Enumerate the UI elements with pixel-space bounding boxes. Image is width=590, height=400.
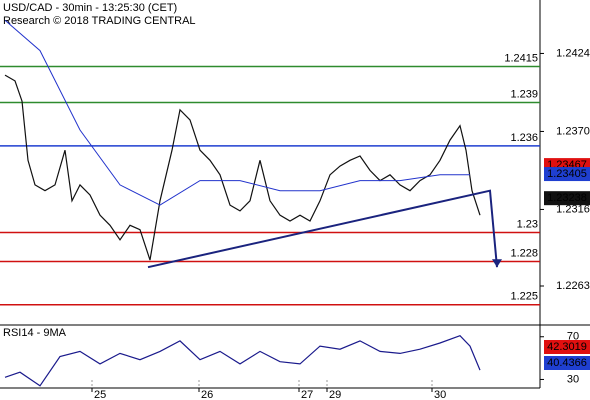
y-tick-label: 1.2424 bbox=[556, 47, 590, 59]
y-tick-label: 1.2370 bbox=[556, 125, 590, 137]
y-tick-label: 1.2263 bbox=[556, 280, 590, 292]
level-label: 1.236 bbox=[510, 132, 538, 144]
series-line bbox=[4, 19, 470, 206]
price-box-label: 42.3019 bbox=[547, 341, 587, 353]
level-label: 1.239 bbox=[510, 88, 538, 100]
price-box bbox=[544, 167, 590, 182]
trendline bbox=[147, 189, 498, 269]
y-tick-label: 1.2316 bbox=[556, 203, 590, 215]
x-tick-label: 29 bbox=[329, 389, 341, 400]
price-box-label: 1.23405 bbox=[547, 168, 587, 180]
x-tick-label: 26 bbox=[201, 389, 213, 400]
x-tick-label: 27 bbox=[301, 389, 313, 400]
chart-subtitle: Research © 2018 TRADING CENTRAL bbox=[3, 15, 196, 27]
level-label: 1.2415 bbox=[504, 52, 538, 64]
x-tick-label: 25 bbox=[94, 389, 106, 400]
price-box bbox=[544, 340, 590, 354]
price-box bbox=[544, 356, 590, 370]
price-box-label: 40.4366 bbox=[547, 357, 587, 369]
arrow-head bbox=[492, 259, 502, 268]
price-box-label: 1.23238 bbox=[547, 192, 587, 204]
price-box bbox=[544, 191, 590, 206]
chart-title: USD/CAD - 30min - 13:25:30 (CET) bbox=[3, 2, 177, 14]
y-tick-label: 70 bbox=[567, 331, 579, 343]
level-label: 1.23 bbox=[517, 218, 538, 230]
rsi-title: RSI14 - 9MA bbox=[3, 327, 67, 339]
series-line bbox=[4, 74, 481, 261]
level-label: 1.228 bbox=[510, 247, 538, 259]
series-line bbox=[4, 335, 481, 387]
x-tick-label: 30 bbox=[434, 389, 446, 400]
y-tick-label: 30 bbox=[567, 373, 579, 385]
level-label: 1.225 bbox=[510, 291, 538, 303]
